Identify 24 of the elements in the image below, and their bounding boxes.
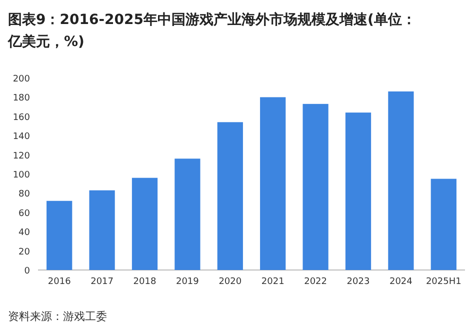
x-tick-label: 2019 — [176, 277, 200, 287]
x-tick-label: 2023 — [346, 277, 370, 287]
x-tick-label: 2020 — [218, 277, 242, 287]
y-tick-label: 60 — [18, 208, 30, 219]
x-tick-label: 2024 — [389, 277, 413, 287]
x-tick-label: 2018 — [133, 277, 156, 287]
x-tick-label: 2021 — [261, 277, 284, 287]
title: 图表9：2016-2025年中国游戏产业海外市场规模及增速(单位： — [8, 12, 416, 28]
y-tick-label: 80 — [18, 190, 30, 200]
y-tick-label: 40 — [18, 228, 30, 238]
x-tick-label: 2025H1 — [426, 277, 462, 287]
y-tick-label: 140 — [12, 132, 30, 142]
title: 亿美元，%) — [8, 34, 84, 50]
y-tick-label: 0 — [24, 266, 30, 276]
y-tick-label: 100 — [12, 170, 30, 180]
x-tick-label: 2016 — [48, 277, 72, 287]
y-tick-label: 180 — [12, 94, 30, 104]
y-tick-label: 200 — [12, 74, 30, 84]
y-tick-label: 160 — [12, 112, 30, 123]
text: 资料来源：游戏工委 — [8, 310, 107, 323]
y-tick-label: 120 — [12, 151, 30, 162]
x-tick-label: 2022 — [304, 277, 328, 287]
y-tick-label: 20 — [18, 247, 30, 258]
x-tick-label: 2017 — [90, 277, 114, 287]
